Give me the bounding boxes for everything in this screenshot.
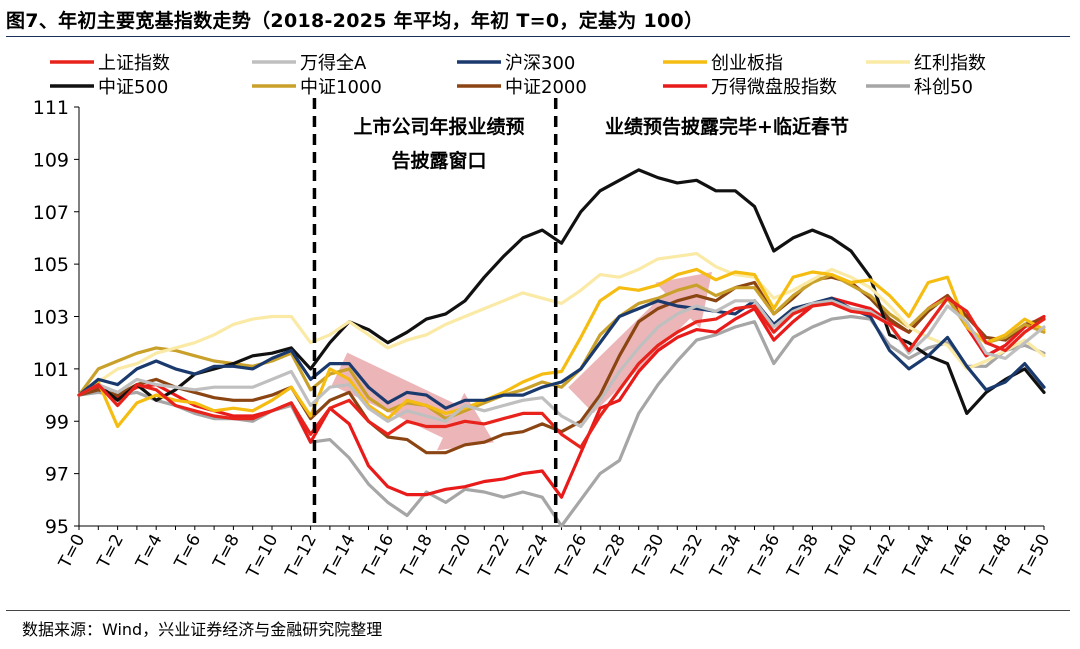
x-tick-label: T=42 <box>860 531 900 582</box>
y-tick-label: 105 <box>33 254 69 276</box>
y-tick-label: 103 <box>33 307 69 329</box>
x-tick-label: T=28 <box>590 531 630 582</box>
series-line <box>77 168 1046 415</box>
legend-label: 中证2000 <box>505 77 587 98</box>
legend-label: 科创50 <box>914 77 973 98</box>
x-tick-label: T=22 <box>474 531 514 582</box>
x-tick-label: T=40 <box>822 531 862 582</box>
x-tick-label: T=36 <box>744 531 784 582</box>
series-line <box>77 296 1046 449</box>
y-tick-label: 107 <box>33 202 69 224</box>
annotation-text: 业绩预告披露完毕+临近春节 <box>605 115 849 138</box>
x-tick-label: T=24 <box>513 531 553 582</box>
series-line <box>77 273 1046 421</box>
annotation-text: 告披露窗口 <box>391 149 486 172</box>
legend-label: 创业板指 <box>711 53 783 74</box>
x-tick-label: T=44 <box>899 531 939 582</box>
x-tick-label: T=10 <box>243 531 283 582</box>
x-tick-label: T=2 <box>93 531 128 573</box>
x-tick-label: T=4 <box>132 531 167 573</box>
source-note: 数据来源：Wind，兴业证券经济与金融研究院整理 <box>22 620 383 639</box>
x-tick-label: T=16 <box>358 531 398 582</box>
x-tick-label: T=8 <box>209 531 244 573</box>
legend-label: 红利指数 <box>914 53 986 74</box>
annotation-text: 上市公司年报业绩预 <box>353 115 524 138</box>
x-tick-label: T=12 <box>281 531 321 582</box>
x-tick-label: T=48 <box>976 531 1016 582</box>
title-rule <box>6 36 1070 37</box>
y-tick-label: 95 <box>45 516 69 538</box>
series-line <box>77 267 1046 429</box>
legend-label: 上证指数 <box>98 53 170 74</box>
legend-label: 中证1000 <box>300 77 382 98</box>
series-line <box>77 252 1046 397</box>
x-tick-label: T=20 <box>436 531 476 582</box>
legend-label: 中证500 <box>98 77 168 98</box>
legend-label: 万得微盘股指数 <box>711 77 837 98</box>
x-tick-label: T=32 <box>667 531 707 582</box>
y-tick-label: 99 <box>45 411 69 433</box>
legend-label: 万得全A <box>300 53 367 74</box>
series-lines <box>77 168 1046 528</box>
trend-arrow-2 <box>568 272 712 414</box>
chart-title: 图7、年初主要宽基指数走势（2018-2025 年平均，年初 T=0，定基为 1… <box>6 10 704 32</box>
x-tick-label: T=38 <box>783 531 823 582</box>
y-tick-label: 97 <box>45 464 69 486</box>
legend-label: 沪深300 <box>505 53 575 74</box>
x-tick-label: T=26 <box>551 531 591 582</box>
x-tick-label: T=6 <box>170 531 205 573</box>
y-tick-label: 109 <box>33 149 69 171</box>
series-line <box>77 296 1046 410</box>
x-tick-label: T=50 <box>1015 531 1055 582</box>
source-rule <box>6 610 1070 611</box>
x-tick-label: T=46 <box>937 531 977 582</box>
x-tick-label: T=18 <box>397 531 437 582</box>
y-tick-label: 101 <box>33 359 69 381</box>
y-tick-label: 111 <box>33 97 69 119</box>
x-tick-label: T=14 <box>320 531 360 582</box>
x-tick-label: T=30 <box>629 531 669 582</box>
x-tick-label: T=34 <box>706 531 746 582</box>
